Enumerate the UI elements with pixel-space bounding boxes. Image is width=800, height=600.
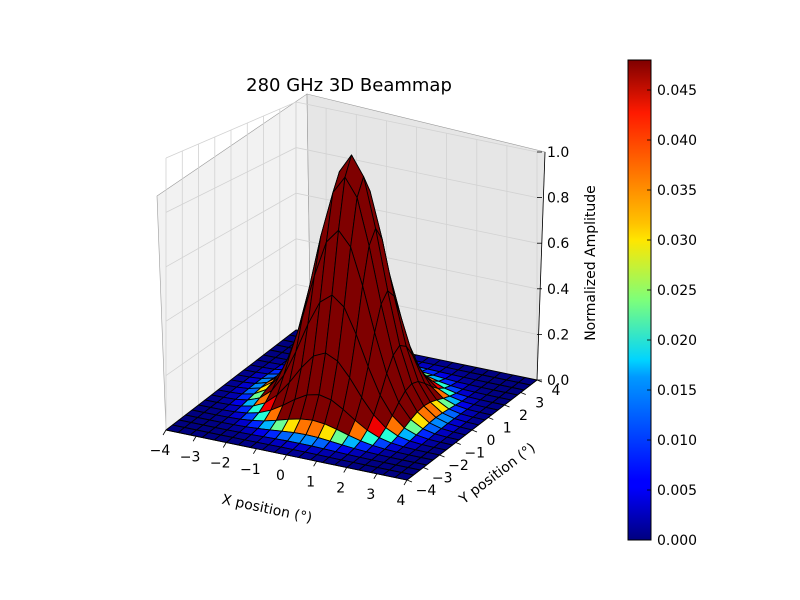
x-tick-label: −2 [210,456,231,472]
x-tick-label: 1 [306,474,315,490]
x-tick-label: 0 [276,468,285,484]
y-tick-mark [488,417,494,420]
z-axis-line [536,151,546,381]
y-tick-label: 2 [519,408,528,424]
grid-line [165,147,538,213]
y-tick-mark [471,429,478,433]
colorbar-ticks: 0.000 0.005 0.010 0.015 0.020 0.025 0.030 0.035… [647,83,697,549]
x-tick-mark [373,473,378,479]
y-tick-label: −4 [416,483,437,499]
x-tick-mark [253,448,257,454]
colorbar-tick-label: 0.035 [657,183,697,199]
beam-surface [165,154,538,481]
colorbar-tick-label: 0.015 [657,383,697,399]
y-tick-label: 1 [503,421,512,437]
z-tick-label: 1.0 [547,145,569,161]
x-tick-mark [162,429,167,436]
colorbar-tick-label: 0.025 [657,283,697,299]
z-tick-label: 0.4 [547,282,569,298]
colorbar-tick-label: 0.030 [657,233,697,249]
colorbar-tick-label: 0.040 [657,133,697,149]
y-tick-mark [423,467,429,470]
x-tick-label: 4 [397,493,406,509]
z-axis-label: Normalized Amplitude [583,185,599,341]
x-tick-label: −4 [150,443,171,459]
z-tick-label: 0.6 [547,236,569,252]
y-tick-mark [455,442,461,445]
colorbar-tick-label: 0.010 [657,433,697,449]
chart-title: 280 GHz 3D Beammap [246,75,452,96]
colorbar: 0.000 0.005 0.010 0.015 0.020 0.025 0.030 0.035… [627,59,697,549]
grid-line [165,238,538,322]
grid-line [165,101,538,159]
x-tick-label: −3 [180,449,201,465]
z-tick-label: 0.2 [547,327,569,343]
x-tick-label: 2 [336,481,345,497]
x-axis-ticks: −4 −3 −2 −1 0 1 2 3 4 [150,429,408,509]
y-tick-label: −3 [432,471,453,487]
colorbar-tick-label: 0.000 [657,533,697,549]
z-tick-label: 0.8 [547,191,569,207]
z-tick-label: 0.0 [547,373,569,389]
y-tick-label: −2 [448,458,469,474]
x-axis-label: X position (°) [220,492,313,527]
y-tick-mark [439,454,445,458]
x-tick-mark [192,436,197,442]
grid-line [165,283,538,376]
x-tick-mark [403,479,408,486]
y-tick-label: 3 [535,396,544,412]
colorbar-gradient [627,59,652,541]
z-axis-ticks: 0.0 0.2 0.4 0.6 0.8 1.0 [537,145,569,389]
x-tick-mark [343,467,348,473]
x-tick-mark [283,454,287,461]
grid-line [165,192,538,268]
x-tick-mark [313,461,317,467]
x-tick-label: −1 [240,462,261,478]
y-tick-label: 4 [552,383,561,399]
y-tick-mark [406,479,413,483]
colorbar-tick-label: 0.045 [657,83,697,99]
y-tick-mark [504,404,510,408]
y-tick-label: −1 [464,446,485,462]
colorbar-tick-label: 0.005 [657,483,697,499]
x-tick-mark [222,442,227,448]
y-tick-label: 0 [487,433,496,449]
colorbar-tick-label: 0.020 [657,333,697,349]
y-tick-mark [520,392,526,395]
x-tick-label: 3 [366,487,375,503]
